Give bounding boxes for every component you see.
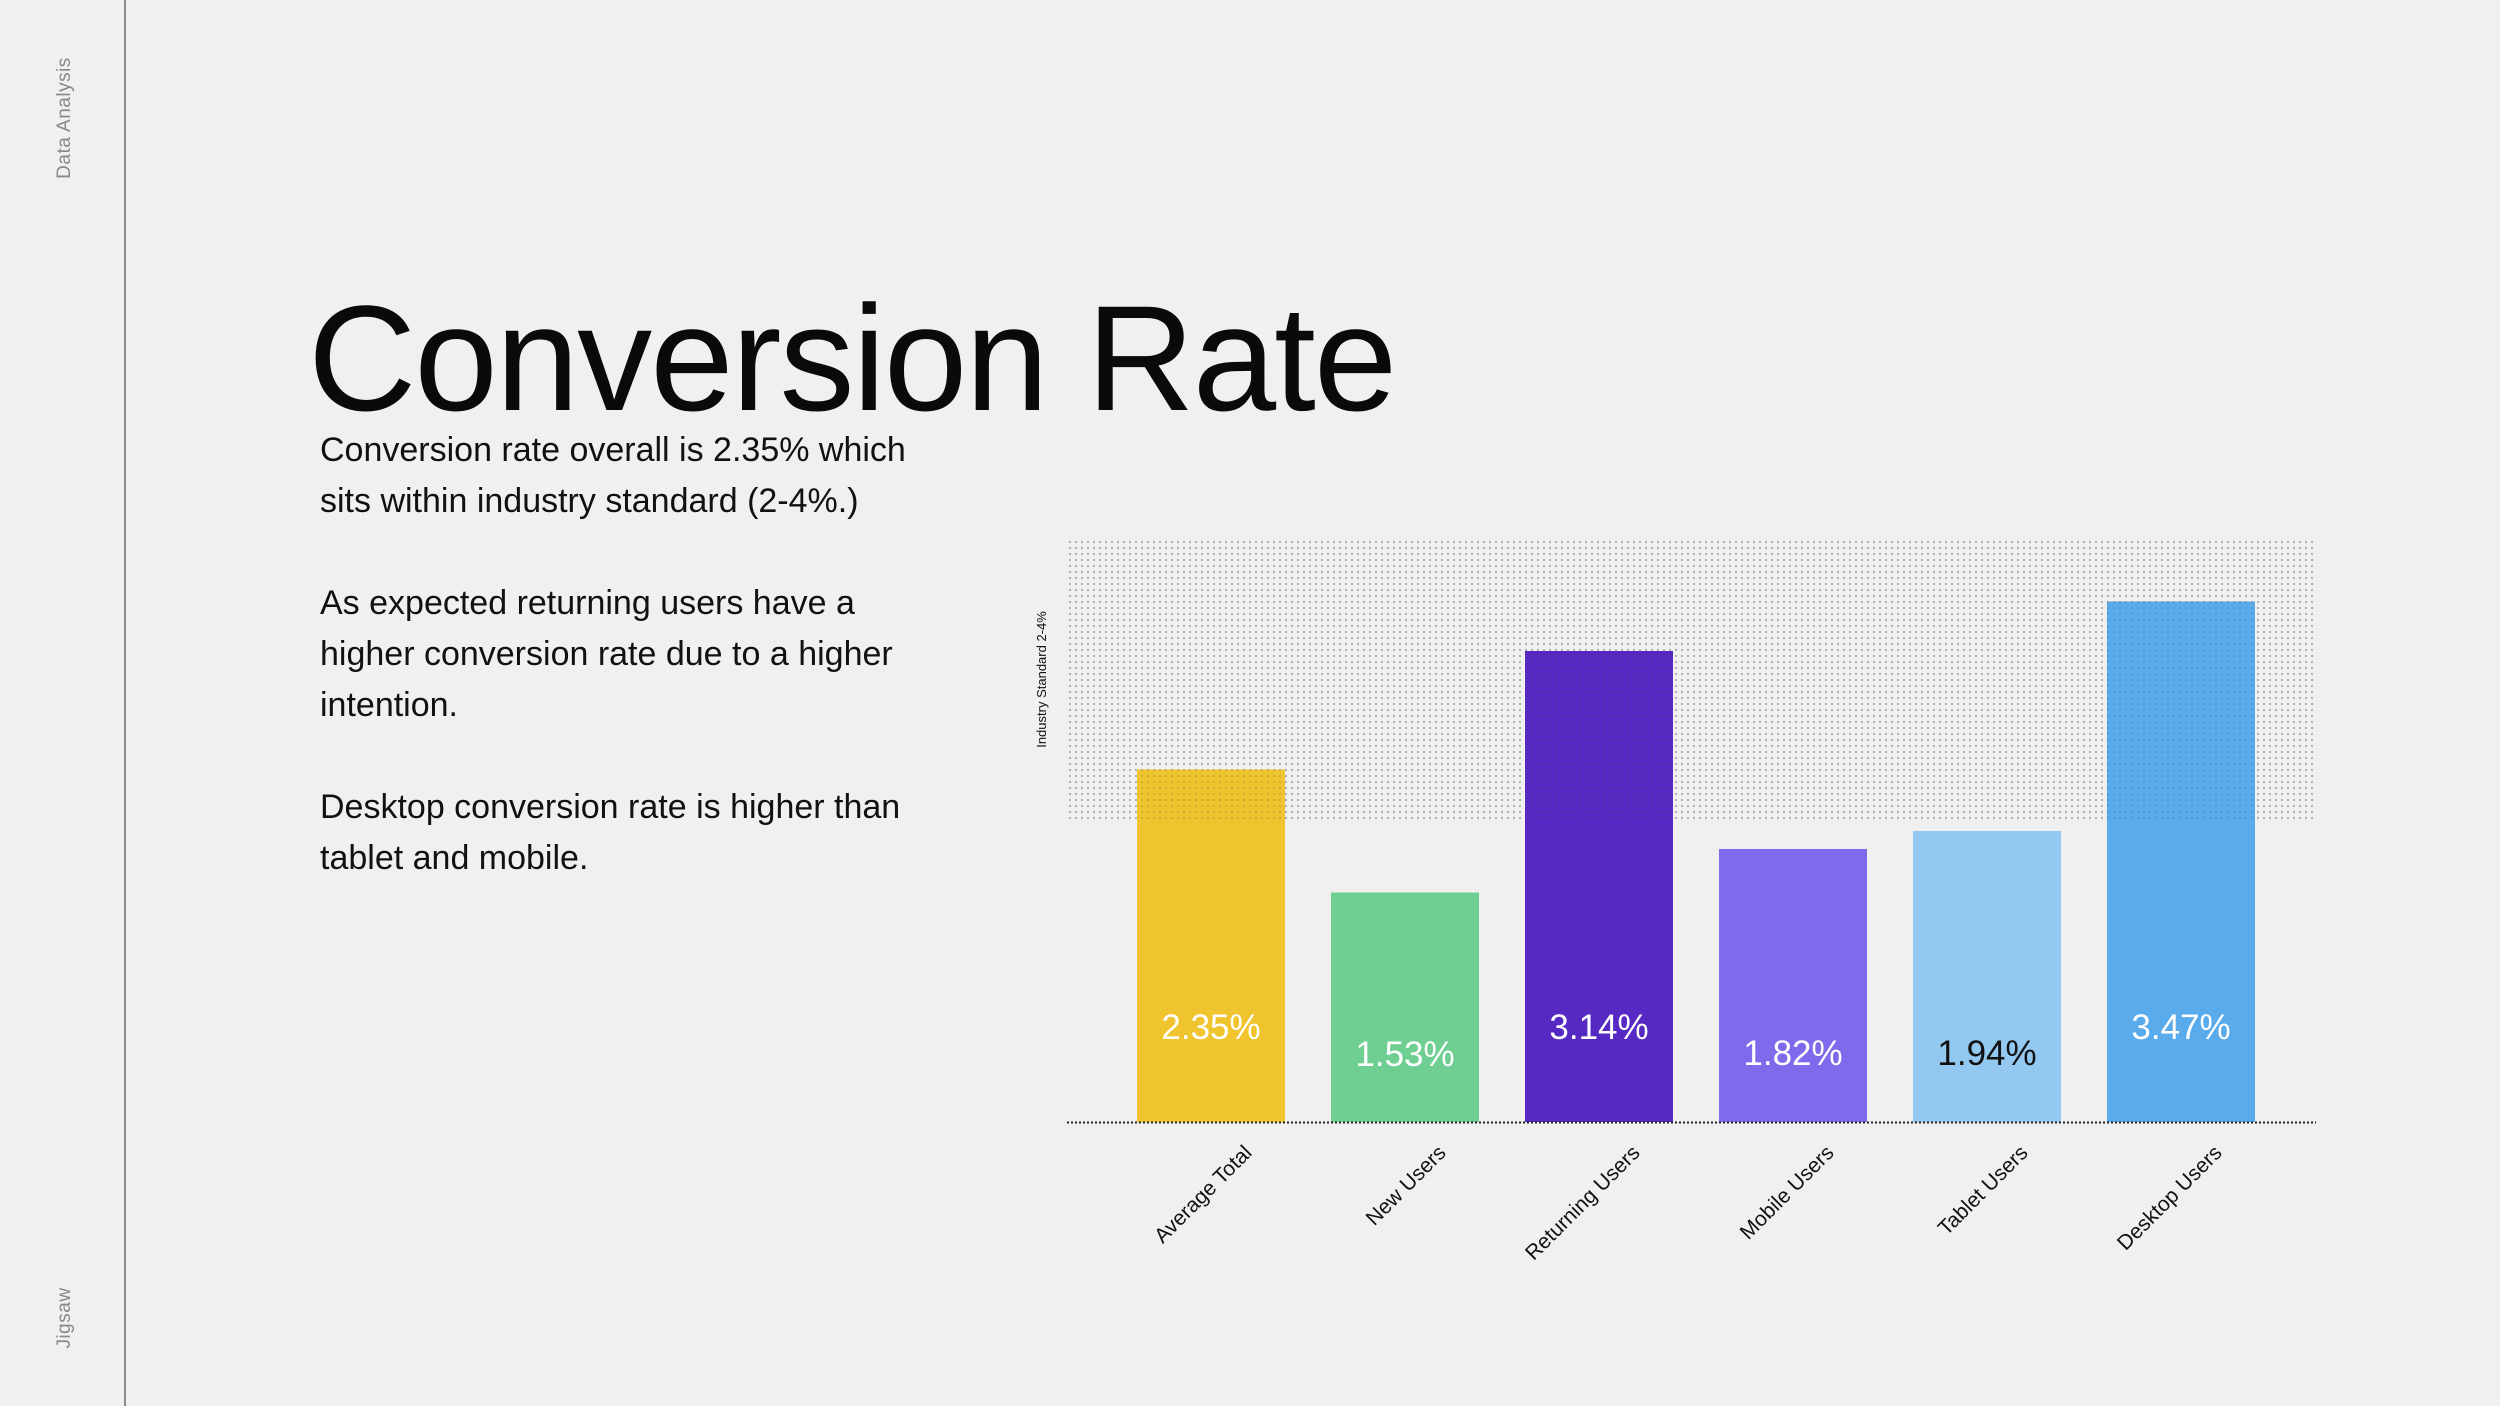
page-title: Conversion Rate <box>308 273 1397 442</box>
data-label: 1.94% <box>1937 1034 2036 1073</box>
data-label: 1.82% <box>1743 1034 1842 1073</box>
category-tick-label: Desktop Users <box>2113 1141 2227 1255</box>
category-tick-label: New Users <box>1362 1141 1451 1230</box>
description-paragraph-overall: Conversion rate overall is 2.35% which s… <box>320 431 906 520</box>
data-label: 3.14% <box>1549 1008 1648 1047</box>
sidebar-divider <box>124 0 126 1406</box>
data-label: 2.35% <box>1161 1008 1260 1047</box>
bar-band-overlay <box>1525 651 1673 822</box>
category-tick-label: Average Total <box>1150 1141 1257 1248</box>
category-tick-label: Returning Users <box>1521 1141 1645 1265</box>
data-label: 1.53% <box>1355 1035 1454 1074</box>
bar-mobile-users <box>1719 849 1867 1122</box>
industry-standard-label: Industry Standard 2-4% <box>1034 611 1049 748</box>
description: Conversion rate overall is 2.35% which s… <box>320 425 940 935</box>
category-tick-label: Tablet Users <box>1934 1141 2033 1240</box>
bar-band-overlay <box>1137 769 1285 822</box>
bar-average-total <box>1137 769 1285 1122</box>
data-label: 3.47% <box>2131 1008 2230 1047</box>
description-paragraph-returning: As expected returning users have a highe… <box>320 584 893 724</box>
description-paragraph-desktop: Desktop conversion rate is higher than t… <box>320 788 901 877</box>
bar-new-users <box>1331 892 1479 1122</box>
bar-band-overlay <box>2107 601 2255 822</box>
bar-tablet-users <box>1913 831 2061 1122</box>
category-tick-label: Mobile Users <box>1736 1141 1839 1244</box>
